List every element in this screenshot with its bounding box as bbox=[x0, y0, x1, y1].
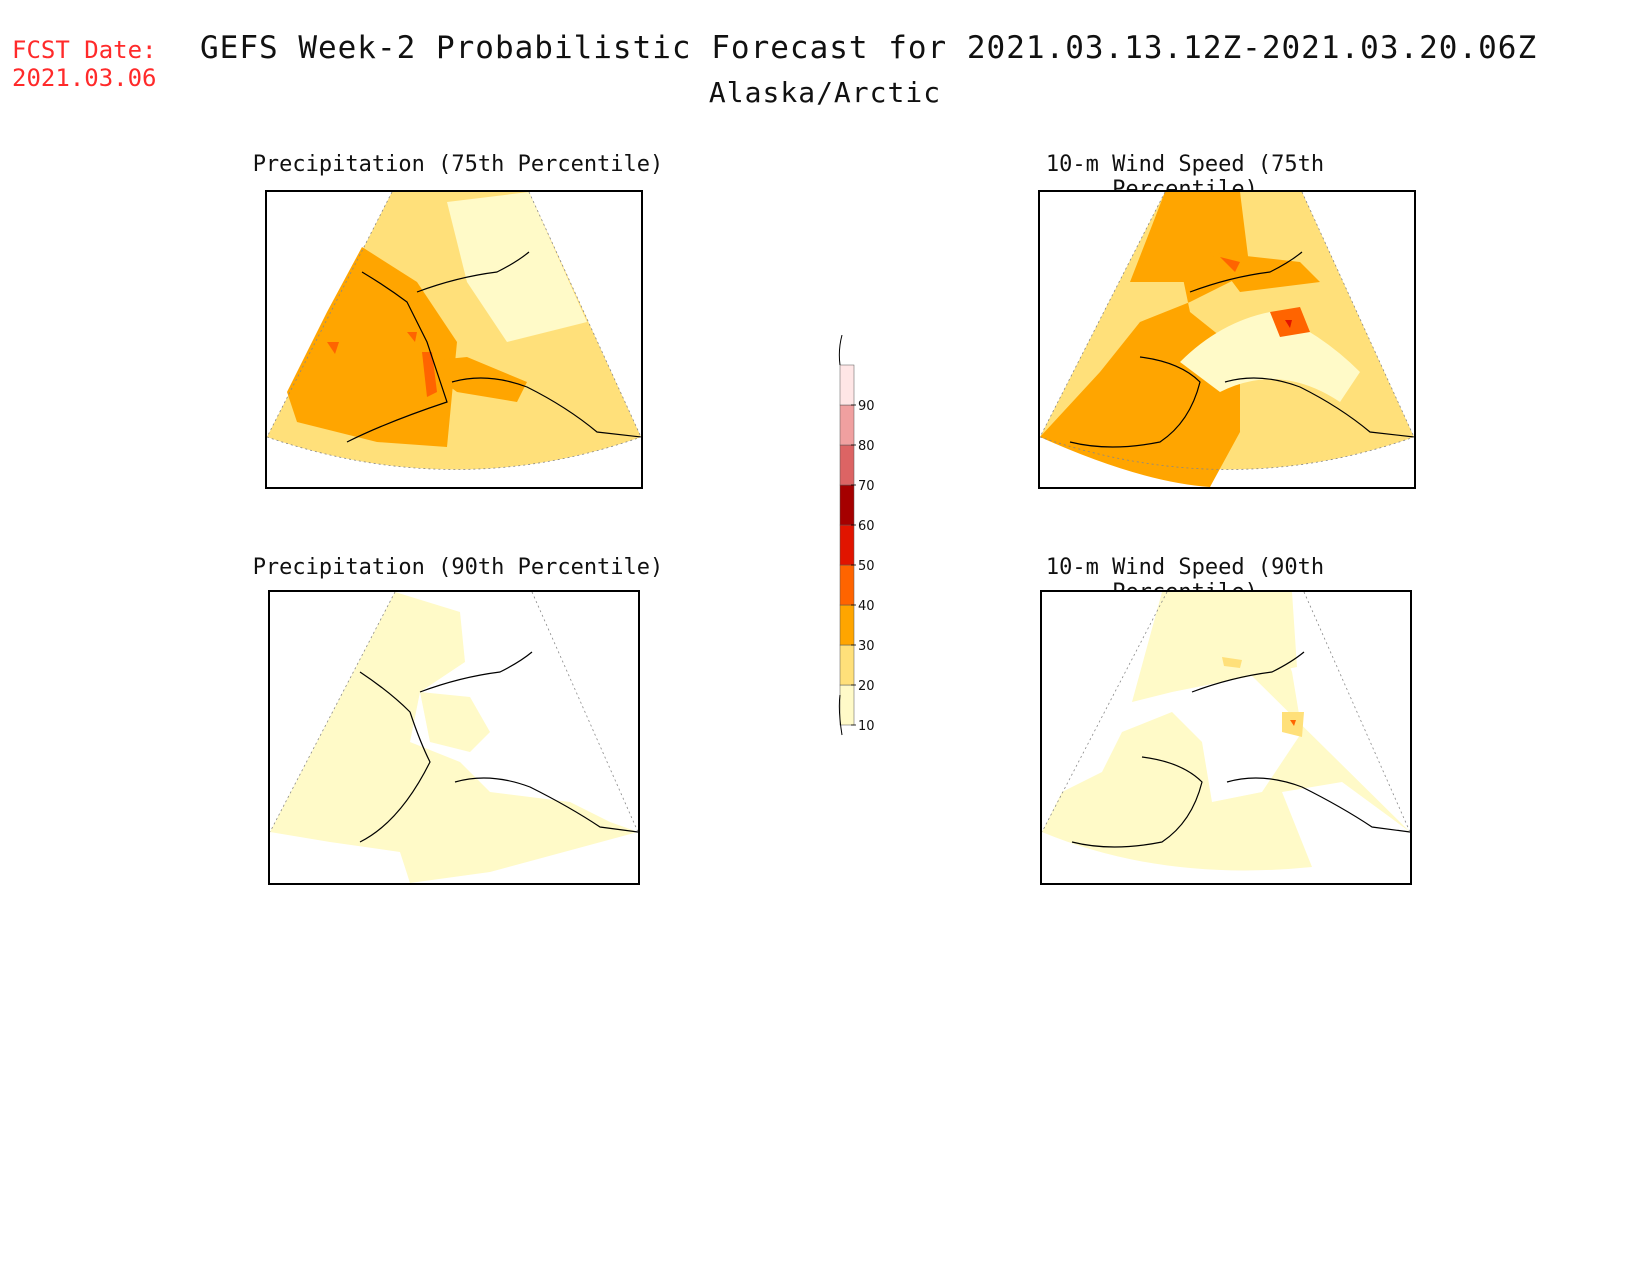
panel-title-precip-75: Precipitation (75th Percentile) bbox=[252, 152, 664, 177]
colorbar-box bbox=[839, 484, 855, 526]
colorbar-tick-label: 30 bbox=[858, 639, 875, 654]
colorbar-box bbox=[839, 564, 855, 606]
colorbar-box bbox=[839, 404, 855, 446]
colorbar-box bbox=[839, 684, 855, 726]
fcst-date: 2021.03.06 bbox=[12, 64, 157, 92]
page-title: GEFS Week-2 Probabilistic Forecast for 2… bbox=[200, 30, 1538, 66]
colorbar-tick-label: 70 bbox=[858, 479, 875, 494]
fcst-label: FCST Date: bbox=[12, 36, 157, 64]
colorbar-box bbox=[839, 524, 855, 566]
colorbar-box bbox=[839, 444, 855, 486]
region-subtitle: Alaska/Arctic bbox=[708, 76, 942, 109]
colorbar-box bbox=[839, 644, 855, 686]
map-precip-75 bbox=[265, 190, 643, 489]
colorbar-box bbox=[839, 604, 855, 646]
colorbar-tick-label: 10 bbox=[858, 719, 875, 734]
colorbar-box bbox=[839, 364, 855, 406]
colorbar: 10 20 30 40 50 60 70 80 90 bbox=[838, 335, 875, 736]
colorbar-tick-label: 90 bbox=[858, 399, 875, 414]
colorbar-tick-label: 20 bbox=[858, 679, 875, 694]
colorbar-tick-label: 40 bbox=[858, 599, 875, 614]
map-wind-75 bbox=[1038, 190, 1416, 489]
colorbar-tick-label: 50 bbox=[858, 559, 875, 574]
panel-title-precip-90: Precipitation (90th Percentile) bbox=[252, 555, 664, 580]
map-wind-90 bbox=[1040, 590, 1412, 885]
colorbar-tick-label: 80 bbox=[858, 439, 875, 454]
map-precip-90 bbox=[268, 590, 640, 885]
colorbar-tick-label: 60 bbox=[858, 519, 875, 534]
forecast-date-label: FCST Date: 2021.03.06 bbox=[12, 36, 157, 92]
